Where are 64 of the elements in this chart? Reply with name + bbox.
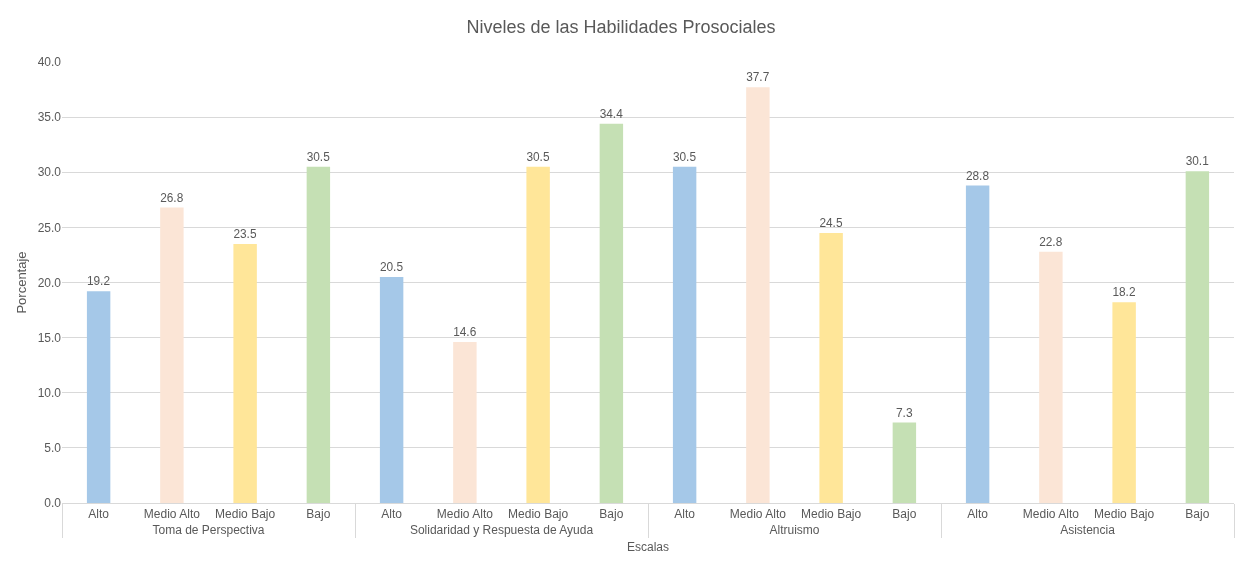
text: Medio Alto (1022, 507, 1079, 522)
data-label: 30.5 (672, 149, 697, 164)
x-tick-label: Asistencia (1060, 523, 1116, 538)
text: Alto (967, 507, 988, 522)
data-label: 30.1 (1185, 154, 1210, 169)
data-label: 14.6 (453, 325, 477, 340)
y-tick-label: 35.0 (37, 110, 62, 125)
data-label: 18.2 (1112, 285, 1136, 300)
text: Bajo (306, 507, 331, 522)
bar (453, 342, 477, 503)
y-tick-label: 40.0 (37, 55, 62, 70)
x-tick-label: Altruismo (769, 523, 820, 538)
x-tick-label: Toma de Perspectiva (152, 523, 265, 538)
text: Medio Alto (436, 507, 493, 522)
x-tick-label: Solidaridad y Respuesta de Ayuda (409, 523, 594, 538)
data-label: 22.8 (1039, 234, 1063, 249)
data-label: 19.2 (86, 274, 111, 289)
bar (233, 243, 257, 503)
text: Alto (381, 507, 402, 522)
data-label: 20.5 (379, 260, 404, 275)
text: Bajo (1185, 507, 1210, 522)
bar (1039, 251, 1063, 503)
bar (819, 232, 843, 503)
data-label: 34.4 (599, 106, 624, 121)
data-label: 7.3 (895, 405, 913, 420)
text: Medio Bajo (508, 507, 569, 522)
data-label: 24.5 (819, 215, 843, 230)
series-label: Medio Alto (143, 507, 201, 522)
series-label: Alto (88, 507, 110, 522)
series-label: Bajo (599, 507, 624, 522)
data-label: 30.5 (306, 149, 331, 164)
chart-title: Niveles de las Habilidades Prosociales (466, 16, 776, 37)
y-tick-label: 20.0 (37, 275, 62, 290)
bar (892, 422, 917, 503)
bar (379, 276, 404, 503)
text: Alto (674, 507, 695, 522)
text: Medio Alto (729, 507, 786, 522)
text: Bajo (892, 507, 917, 522)
y-tick-label: 0.0 (44, 496, 62, 511)
y-tick-label: 25.0 (37, 220, 62, 235)
data-label: 28.8 (965, 168, 990, 183)
bar (746, 87, 770, 503)
bar (1112, 302, 1136, 503)
y-tick-label: 10.0 (37, 385, 62, 400)
bar (965, 185, 990, 503)
bar (599, 123, 624, 503)
y-tick-label: 30.0 (37, 165, 62, 180)
bar (526, 166, 550, 503)
data-label: 26.8 (160, 190, 184, 205)
bar (672, 166, 697, 503)
x-axis-title: Escalas (626, 540, 670, 555)
bar (1185, 171, 1210, 503)
y-tick-label: 15.0 (37, 330, 62, 345)
text: Medio Bajo (801, 507, 862, 522)
bar (86, 291, 111, 503)
y-tick-label: 5.0 (44, 441, 62, 456)
bar (306, 166, 331, 503)
data-label: 37.7 (746, 70, 770, 85)
series-label: Medio Bajo (215, 507, 276, 522)
bar (160, 207, 184, 503)
y-axis-title: Porcentaje (13, 251, 29, 314)
data-label: 30.5 (526, 149, 550, 164)
data-label: 23.5 (233, 226, 257, 241)
text: Medio Bajo (1094, 507, 1155, 522)
